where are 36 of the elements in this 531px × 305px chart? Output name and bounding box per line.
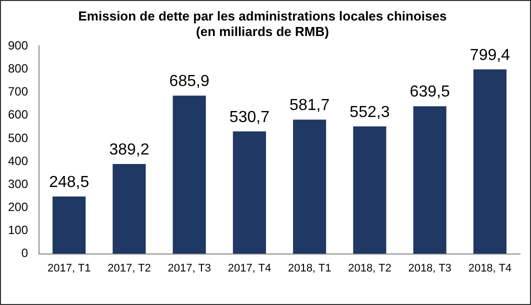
x-tick-label: 2017, T3 <box>168 262 211 274</box>
bar <box>293 120 326 254</box>
x-tick-label: 2018, T2 <box>348 262 392 274</box>
x-tick-label: 2018, T3 <box>408 262 452 274</box>
x-tick-label: 2017, T1 <box>47 262 91 274</box>
chart-subtitle: (en milliards de RMB) <box>196 24 329 39</box>
bar <box>353 126 386 254</box>
bar <box>172 96 206 254</box>
data-label: 552,3 <box>350 104 390 121</box>
y-tick-label: 300 <box>8 176 28 191</box>
y-tick-label: 200 <box>8 200 28 214</box>
x-tick-label: 2018, T1 <box>288 262 332 274</box>
y-tick-label: 400 <box>8 154 28 168</box>
data-label: 799,4 <box>470 46 510 64</box>
y-tick-label: 900 <box>8 38 28 53</box>
data-label: 685,9 <box>169 72 210 90</box>
data-label: 248,5 <box>49 174 90 191</box>
bar <box>232 131 266 254</box>
y-tick-label: 600 <box>8 108 28 122</box>
data-label: 530,7 <box>229 108 270 126</box>
data-label: 389,2 <box>109 141 150 158</box>
x-tick-label: 2018, T4 <box>468 262 512 274</box>
bar <box>473 69 506 254</box>
y-tick-label: 100 <box>8 223 28 238</box>
y-tick-label: 800 <box>8 62 28 76</box>
y-tick-label: 500 <box>8 130 28 145</box>
bar <box>112 164 146 254</box>
data-label: 639,5 <box>410 84 450 101</box>
x-tick-label: 2017, T2 <box>108 262 151 274</box>
x-tick-label: 2017, T4 <box>228 262 272 274</box>
y-tick-label: 0 <box>21 246 28 260</box>
data-label: 581,7 <box>290 97 330 114</box>
y-tick-label: 700 <box>8 84 28 99</box>
bar <box>413 106 446 254</box>
bar <box>52 196 86 254</box>
chart-title: Emission de dette par les administrations locales chinoises <box>78 8 447 24</box>
